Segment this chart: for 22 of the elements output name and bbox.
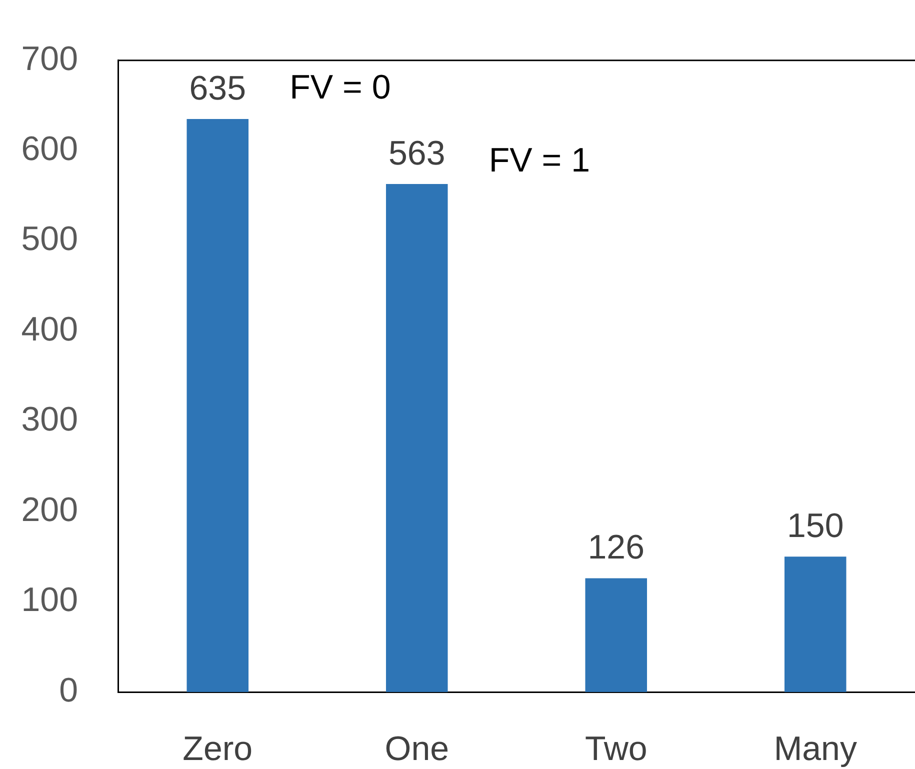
y-tick-label: 500: [21, 220, 78, 258]
bar: [585, 578, 648, 692]
bar: [186, 119, 249, 692]
data-label: 563: [388, 134, 446, 172]
y-tick-label: 700: [21, 40, 78, 78]
y-tick-label: 200: [21, 490, 78, 529]
x-tick-label: Two: [584, 730, 648, 768]
y-tick-label: 300: [21, 400, 78, 439]
x-tick-label: One: [384, 730, 450, 768]
y-tick-label: 600: [21, 130, 78, 168]
x-tick-label: Many: [774, 730, 857, 768]
y-tick-label: 100: [21, 581, 78, 620]
y-tick-label: 400: [21, 310, 78, 348]
bar: [386, 184, 448, 692]
bar: [784, 556, 846, 692]
annotation: FV = 1: [488, 141, 590, 180]
data-label: 150: [787, 507, 844, 546]
data-label: 126: [588, 528, 644, 567]
annotation: FV = 0: [290, 68, 391, 106]
x-tick-label: Zero: [182, 730, 253, 768]
data-label: 635: [189, 69, 246, 108]
y-tick-label: 0: [59, 671, 78, 710]
